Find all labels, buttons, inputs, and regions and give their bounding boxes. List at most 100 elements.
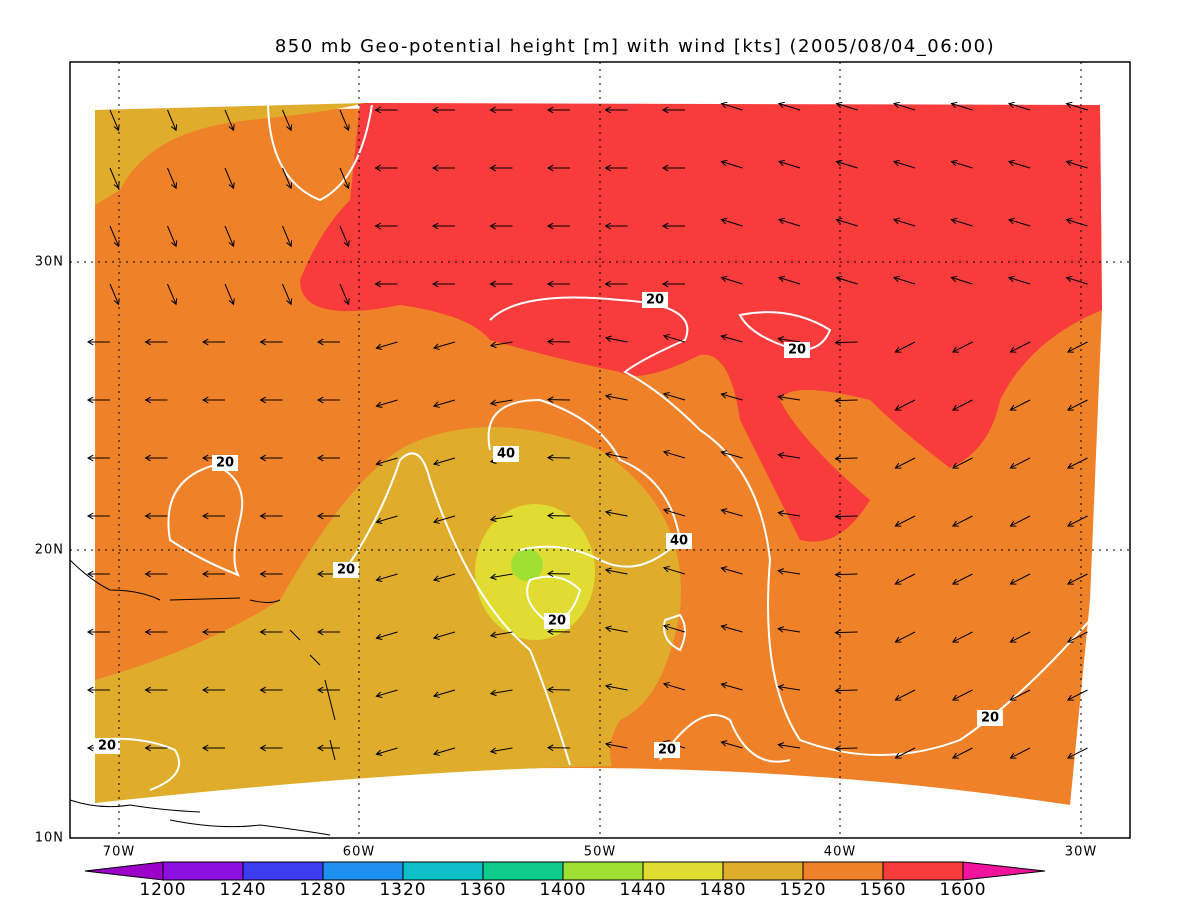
colorbar-high bbox=[962, 861, 1046, 881]
arrow-head bbox=[546, 338, 554, 346]
arrow-head bbox=[171, 182, 178, 190]
arrow-head bbox=[604, 683, 612, 691]
wind-arrow bbox=[224, 167, 235, 189]
colorbar-label: 1400 bbox=[539, 880, 586, 900]
arrow-head bbox=[432, 691, 440, 698]
contour-label: 20 bbox=[98, 739, 116, 754]
wind-arrow bbox=[605, 395, 628, 401]
contour-label-box bbox=[493, 446, 519, 462]
colorbar-bin bbox=[722, 861, 804, 881]
arrow-head bbox=[894, 578, 902, 585]
colorbar-label: 1480 bbox=[699, 880, 746, 900]
arrow-head bbox=[951, 636, 959, 643]
arrow-head bbox=[432, 459, 440, 466]
arrow-head bbox=[546, 222, 554, 230]
contour bbox=[663, 613, 686, 652]
arrow-head bbox=[375, 459, 383, 466]
wind-arrow bbox=[376, 341, 398, 349]
arrow-head bbox=[662, 681, 670, 689]
arrow-head bbox=[834, 571, 842, 578]
lat-label: 20N bbox=[35, 543, 64, 558]
wind-arrow bbox=[1010, 457, 1031, 469]
arrow-head bbox=[546, 512, 554, 520]
colorbar-label: 1560 bbox=[859, 880, 906, 900]
wind-arrow bbox=[663, 451, 686, 459]
arrow-head bbox=[431, 222, 439, 230]
arrow-head bbox=[720, 334, 728, 341]
wind-arrow bbox=[1066, 161, 1088, 169]
arrow-head bbox=[546, 280, 554, 288]
contour bbox=[738, 311, 832, 351]
wind-arrow bbox=[663, 335, 686, 343]
colorbar-label: 1440 bbox=[619, 880, 666, 900]
wind-arrow bbox=[1067, 399, 1088, 411]
title: 850 mb Geo-potential height [m] with win… bbox=[275, 36, 995, 57]
arrow-head bbox=[375, 575, 383, 582]
arrow-head bbox=[316, 570, 324, 578]
arrow-head bbox=[777, 394, 785, 401]
colorbar-label: 1320 bbox=[379, 880, 426, 900]
wind-arrow bbox=[778, 219, 801, 227]
wind-arrow bbox=[490, 573, 513, 579]
wind-arrow bbox=[167, 167, 177, 189]
arrow-head bbox=[661, 164, 669, 172]
wind-arrow bbox=[835, 747, 858, 750]
arrow-head bbox=[431, 106, 439, 114]
arrow-head bbox=[375, 517, 383, 524]
arrow-head bbox=[1009, 694, 1017, 701]
colorbar-low bbox=[84, 861, 164, 881]
arrow-head bbox=[951, 578, 959, 585]
wind-arrow bbox=[167, 225, 177, 247]
wind-arrow bbox=[951, 103, 973, 111]
wind-arrow bbox=[1010, 573, 1031, 585]
arrow-head bbox=[432, 401, 440, 408]
arrow-head bbox=[1009, 752, 1017, 759]
wind-arrow bbox=[835, 631, 858, 634]
arrow-head bbox=[144, 570, 152, 578]
colorbar-bin bbox=[642, 861, 724, 881]
wind-arrow bbox=[282, 109, 292, 131]
arrow-head bbox=[489, 280, 497, 288]
arrow-head bbox=[201, 512, 209, 520]
arrow-head bbox=[662, 391, 670, 399]
wind-arrow bbox=[778, 628, 801, 633]
arrow-head bbox=[1065, 217, 1073, 225]
wind-arrow bbox=[835, 457, 858, 460]
arrow-head bbox=[171, 240, 178, 248]
wind-arrow bbox=[1010, 631, 1031, 643]
arrow-head bbox=[375, 633, 383, 640]
arrow-head bbox=[1066, 636, 1074, 643]
arrow-head bbox=[604, 335, 612, 343]
wind-arrow bbox=[778, 512, 801, 517]
wind-arrow bbox=[778, 103, 801, 111]
contour-label-box bbox=[654, 742, 680, 758]
lon-label: 30W bbox=[1065, 845, 1097, 860]
wind-arrow bbox=[721, 277, 743, 285]
wind-arrow bbox=[835, 689, 858, 692]
arrow-head bbox=[950, 217, 958, 225]
arrow-head bbox=[201, 570, 209, 578]
contour-label: 20 bbox=[548, 614, 566, 629]
contour-label: 40 bbox=[670, 534, 688, 549]
wind-arrow bbox=[893, 103, 916, 111]
wind-arrow bbox=[490, 341, 513, 347]
arrow-head bbox=[1007, 275, 1015, 283]
wind-arrow bbox=[1067, 341, 1088, 353]
arrow-head bbox=[259, 686, 267, 694]
arrow-head bbox=[201, 338, 209, 346]
arrow-head bbox=[894, 636, 902, 643]
arrow-head bbox=[316, 744, 324, 752]
wind-arrow bbox=[895, 689, 916, 701]
arrow-head bbox=[951, 346, 959, 353]
wind-arrow bbox=[721, 741, 743, 749]
colorbar: 1200 1240 1280 1320 1360 1400 1440 1480 1520 1560… bbox=[84, 861, 1046, 900]
contour-label-box bbox=[94, 738, 120, 754]
wind-arrow bbox=[376, 457, 398, 465]
arrow-head bbox=[835, 217, 843, 225]
colorbar-bin bbox=[882, 861, 964, 881]
arrow-head bbox=[951, 462, 959, 469]
wind-arrow bbox=[1066, 277, 1088, 285]
arrow-head bbox=[432, 517, 440, 524]
arrow-head bbox=[777, 568, 785, 575]
contour-label: 40 bbox=[497, 447, 515, 462]
